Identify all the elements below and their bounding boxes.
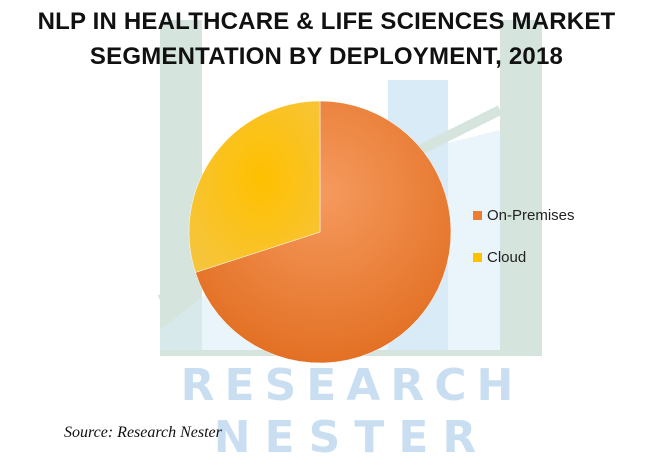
chart-legend: On-Premises Cloud: [473, 205, 575, 289]
pie-slice-on-premises: [195, 100, 452, 364]
legend-label-on-premises: On-Premises: [487, 206, 575, 224]
legend-swatch-on-premises: [473, 210, 482, 220]
legend-item-cloud: Cloud: [473, 247, 575, 267]
source-note: Source: Research Nester: [64, 424, 222, 441]
svg-text:NESTER: NESTER: [214, 412, 491, 463]
pie-slice-cloud: [188, 100, 321, 273]
svg-text:RESEARCH: RESEARCH: [181, 360, 524, 411]
legend-label-cloud: Cloud: [487, 248, 527, 266]
chart-title-line-1: NLP IN HEALTHCARE & LIFE SCIENCES MARKET: [37, 8, 616, 35]
legend-swatch-cloud: [473, 252, 482, 262]
chart-title-line-2: SEGMENTATION BY DEPLOYMENT, 2018: [89, 43, 564, 70]
legend-item-on-premises: On-Premises: [473, 205, 575, 225]
